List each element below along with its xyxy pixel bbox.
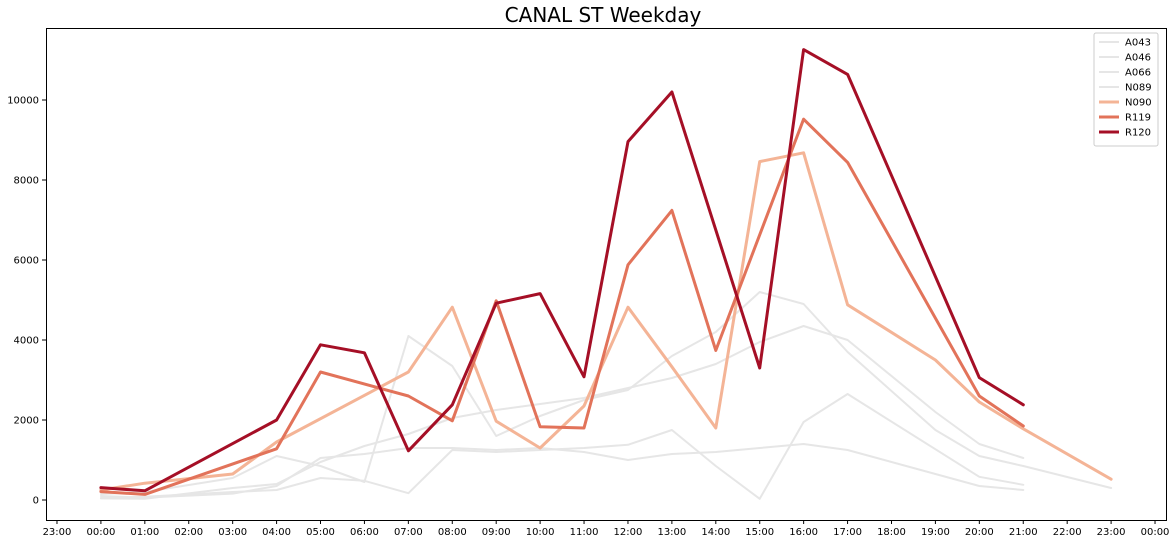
plot-frame bbox=[46, 28, 1167, 521]
y-tick-label: 0 bbox=[33, 496, 39, 507]
series-line-a066 bbox=[99, 291, 1113, 495]
x-tick-label: 23:00 bbox=[43, 527, 72, 538]
x-tick-label: 06:00 bbox=[350, 527, 379, 538]
x-tick-label: 19:00 bbox=[921, 527, 950, 538]
legend: A043 A046 A066 N089 N090 R119 R120 bbox=[1093, 32, 1159, 147]
series-layer bbox=[99, 48, 1113, 500]
x-tick-label: 04:00 bbox=[262, 527, 291, 538]
y-tick-label: 2000 bbox=[14, 416, 39, 427]
y-tick-label: 6000 bbox=[14, 256, 39, 267]
legend-label-a043: A043 bbox=[1125, 38, 1151, 49]
y-tick-label: 10000 bbox=[7, 96, 39, 107]
x-tick-label: 12:00 bbox=[614, 527, 643, 538]
series-line-r119 bbox=[99, 117, 1025, 496]
legend-label-a046: A046 bbox=[1125, 53, 1151, 64]
y-tick-label: 4000 bbox=[14, 336, 39, 347]
x-tick-label: 22:00 bbox=[1053, 527, 1082, 538]
x-tick-label: 21:00 bbox=[1009, 527, 1038, 538]
x-tick-label: 09:00 bbox=[482, 527, 511, 538]
x-tick-label: 01:00 bbox=[130, 527, 159, 538]
x-tick-label: 14:00 bbox=[701, 527, 730, 538]
x-tick-label: 18:00 bbox=[877, 527, 906, 538]
series-line-a043 bbox=[99, 393, 1025, 500]
x-tick-label: 02:00 bbox=[174, 527, 203, 538]
x-tick-label: 23:00 bbox=[1097, 527, 1126, 538]
x-tick-label: 20:00 bbox=[965, 527, 994, 538]
x-tick-label: 11:00 bbox=[570, 527, 599, 538]
series-line-r120 bbox=[99, 48, 1025, 493]
x-axis: 23:00 00:00 01:00 02:00 03:00 04:00 05:00 06:00… bbox=[43, 520, 1170, 538]
x-tick-label: 15:00 bbox=[745, 527, 774, 538]
y-tick-label: 8000 bbox=[14, 176, 39, 187]
x-tick-label: 05:00 bbox=[306, 527, 335, 538]
x-tick-label: 13:00 bbox=[657, 527, 686, 538]
legend-label-r120: R120 bbox=[1125, 128, 1151, 139]
legend-label-a066: A066 bbox=[1125, 68, 1151, 79]
x-tick-label: 17:00 bbox=[833, 527, 862, 538]
x-tick-label: 16:00 bbox=[789, 527, 818, 538]
x-tick-label: 10:00 bbox=[526, 527, 555, 538]
x-tick-label: 08:00 bbox=[438, 527, 467, 538]
x-tick-label: 00:00 bbox=[86, 527, 115, 538]
series-line-n090 bbox=[99, 151, 1113, 492]
legend-label-n089: N089 bbox=[1125, 83, 1152, 94]
series-line-a046 bbox=[99, 325, 1025, 500]
x-tick-label: 00:00 bbox=[1141, 527, 1170, 538]
chart-title: CANAL ST Weekday bbox=[505, 3, 702, 27]
legend-label-r119: R119 bbox=[1125, 113, 1151, 124]
legend-label-n090: N090 bbox=[1125, 98, 1152, 109]
x-tick-label: 07:00 bbox=[394, 527, 423, 538]
y-axis: 0 2000 4000 6000 8000 10000 bbox=[7, 96, 46, 507]
x-tick-label: 03:00 bbox=[218, 527, 247, 538]
